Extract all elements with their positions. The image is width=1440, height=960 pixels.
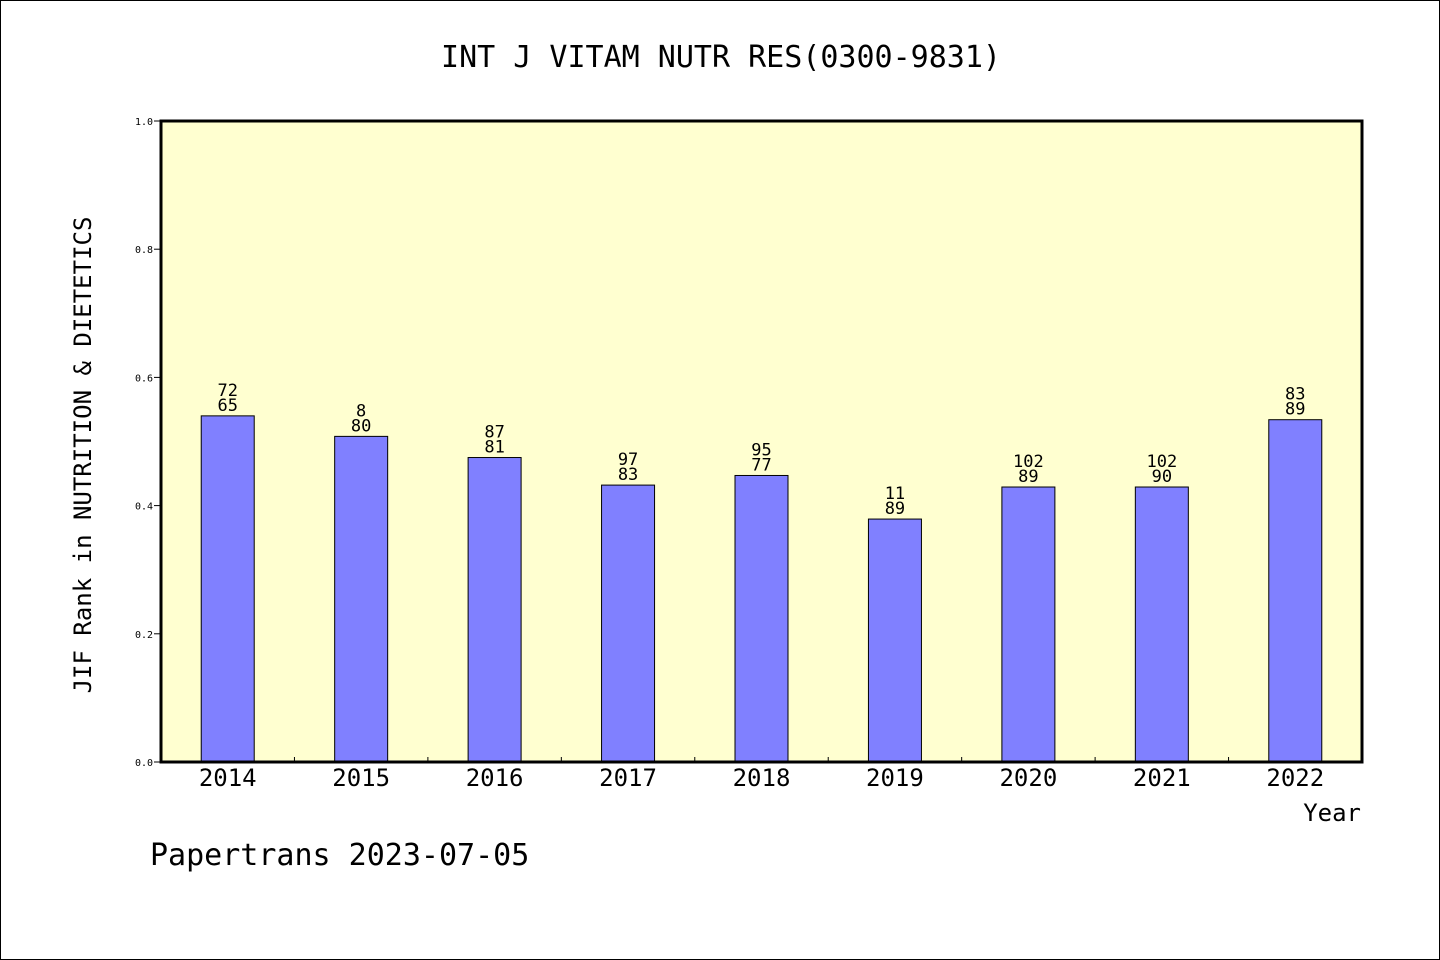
bar-2018 [734,474,789,763]
footer-credit: Papertrans 2023-07-05 [150,838,529,873]
y-tick-label: 0.6 [135,373,153,384]
bar-total-label: 81 [484,438,504,458]
bar-2015 [334,435,389,763]
bar-2021 [1134,486,1189,763]
bar-total-label: 77 [751,455,771,475]
y-tick-label: 0.2 [135,630,153,641]
x-tick-label: 2018 [733,764,791,792]
bar-2017 [601,484,656,763]
bar-total-label: 89 [885,499,905,519]
bar-rank-label: 102 [1146,452,1177,472]
bar-2016 [467,457,522,763]
bar-total-label: 89 [1018,467,1038,487]
x-tick-label: 2015 [332,764,390,792]
bar-total-label: 90 [1152,467,1172,487]
x-tick-label: 2022 [1266,764,1324,792]
bar-total-label: 80 [351,416,371,436]
plot-border [159,119,1364,764]
y-tick-label: 0.0 [135,758,153,769]
bar-rank-label: 83 [1285,385,1305,405]
x-tick-label: 2020 [999,764,1057,792]
y-tick-label: 1.0 [135,117,153,128]
bar-2022 [1268,419,1323,763]
y-tick-label: 0.8 [135,245,153,256]
bar-total-label: 89 [1285,400,1305,420]
x-tick-label: 2021 [1133,764,1191,792]
bar-rank-label: 102 [1013,452,1044,472]
bar-2014 [200,415,255,763]
y-axis-label: JIF Rank in NUTRITION & DIETETICS [69,217,97,694]
x-axis-label: Year [1303,799,1361,827]
chart-title: INT J VITAM NUTR RES(0300-9831) [441,40,1001,75]
bar-rank-label: 87 [484,423,504,443]
bar-2020 [1001,486,1056,763]
bar-2019 [867,518,922,763]
x-tick-label: 2014 [199,764,257,792]
bar-rank-label: 97 [618,450,638,470]
bar-rank-label: 95 [751,440,771,460]
bar-rank-label: 72 [217,381,237,401]
y-tick-label: 0.4 [135,502,153,513]
x-tick-label: 2019 [866,764,924,792]
bar-total-label: 83 [618,465,638,485]
x-tick-label: 2017 [599,764,657,792]
bar-total-label: 65 [217,396,237,416]
bar-rank-label: 11 [885,484,905,504]
x-tick-label: 2016 [466,764,524,792]
bar-rank-label: 8 [356,401,366,421]
